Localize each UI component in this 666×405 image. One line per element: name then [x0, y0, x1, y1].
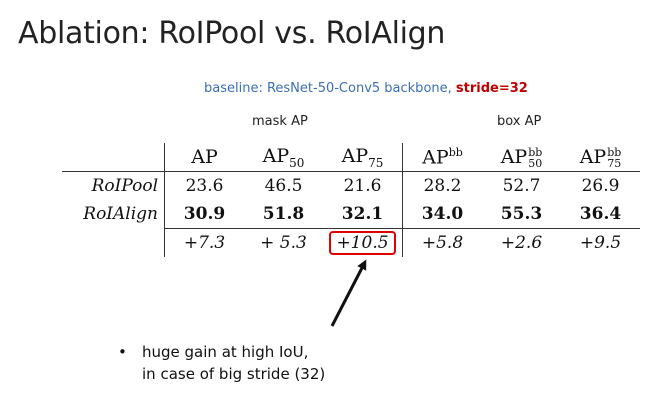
row-label: RoIAlign: [83, 204, 158, 225]
cell: +7.3: [164, 228, 244, 257]
cell: 21.6: [343, 176, 382, 196]
cell: +9.5: [561, 228, 640, 257]
cell: 23.6: [164, 171, 244, 200]
cell: 52.7: [502, 176, 541, 196]
ablation-table: AP AP50 AP75 APbb AP bb 50 AP bb 75 RoIPool …: [62, 143, 640, 257]
cell: 26.9: [581, 176, 620, 196]
subtitle-stride: stride=32: [455, 81, 528, 96]
cell: +5.8: [402, 228, 482, 257]
col-header-ap: AP: [164, 143, 244, 172]
bullet-line-2: in case of big stride (32): [142, 365, 326, 383]
cell: 51.8: [262, 204, 305, 224]
table-header-row: AP AP50 AP75 APbb AP bb 50 AP bb 75: [62, 143, 640, 172]
col-header-apbb: APbb: [402, 143, 482, 172]
subtitle-baseline: baseline: ResNet-50-Conv5 backbone,: [204, 81, 456, 96]
bullet-dot-icon: •: [118, 343, 127, 361]
col-header-ap75: AP75: [323, 143, 403, 172]
col-header-ap50: AP50: [244, 143, 323, 172]
slide-title: Ablation: RoIPool vs. RoIAlign: [18, 16, 446, 51]
table-row-delta: +7.3 + 5.3 +10.5 +5.8 +2.6 +9.5: [62, 228, 640, 257]
col-header-apbb50: AP bb 50: [482, 143, 561, 172]
group-label-mask: mask AP: [252, 114, 308, 129]
col-header-apbb75: AP bb 75: [561, 143, 640, 172]
subtitle: baseline: ResNet-50-Conv5 backbone, stri…: [204, 81, 528, 96]
cell: +2.6: [482, 228, 561, 257]
bullet-note: • huge gain at high IoU, in case of big …: [118, 341, 325, 385]
header-empty-cell: [62, 143, 165, 172]
cell: 28.2: [402, 171, 482, 200]
highlighted-cell: +10.5: [323, 228, 403, 257]
cell: 55.3: [500, 204, 543, 224]
cell: 30.9: [164, 200, 244, 229]
cell: + 5.3: [244, 228, 323, 257]
cell: 32.1: [341, 204, 384, 224]
cell: 34.0: [402, 200, 482, 229]
highlight-box: +10.5: [329, 231, 396, 255]
cell: 36.4: [579, 204, 622, 224]
table-row-roialign: RoIAlign 30.9 51.8 32.1 34.0 55.3 36.4: [62, 200, 640, 229]
cell: 46.5: [264, 176, 303, 196]
table-row-roipool: RoIPool 23.6 46.5 21.6 28.2 52.7 26.9: [62, 171, 640, 200]
bullet-line-1: huge gain at high IoU,: [142, 343, 309, 361]
group-label-box: box AP: [497, 114, 542, 129]
row-label: RoIPool: [91, 176, 158, 196]
